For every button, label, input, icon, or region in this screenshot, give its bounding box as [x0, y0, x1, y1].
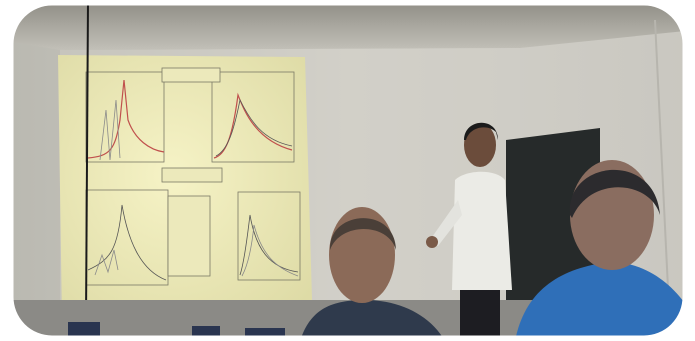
chair: [245, 328, 285, 341]
shirt: [452, 172, 512, 290]
slide-label-box: [162, 68, 220, 82]
projection-screen: [58, 55, 312, 322]
slide-text-box: [168, 196, 210, 276]
photo: [0, 0, 695, 341]
hand: [426, 236, 438, 248]
scene: [0, 0, 695, 341]
chair: [192, 326, 220, 341]
page: {}: [0, 0, 695, 341]
slide-label-box: [162, 168, 222, 182]
